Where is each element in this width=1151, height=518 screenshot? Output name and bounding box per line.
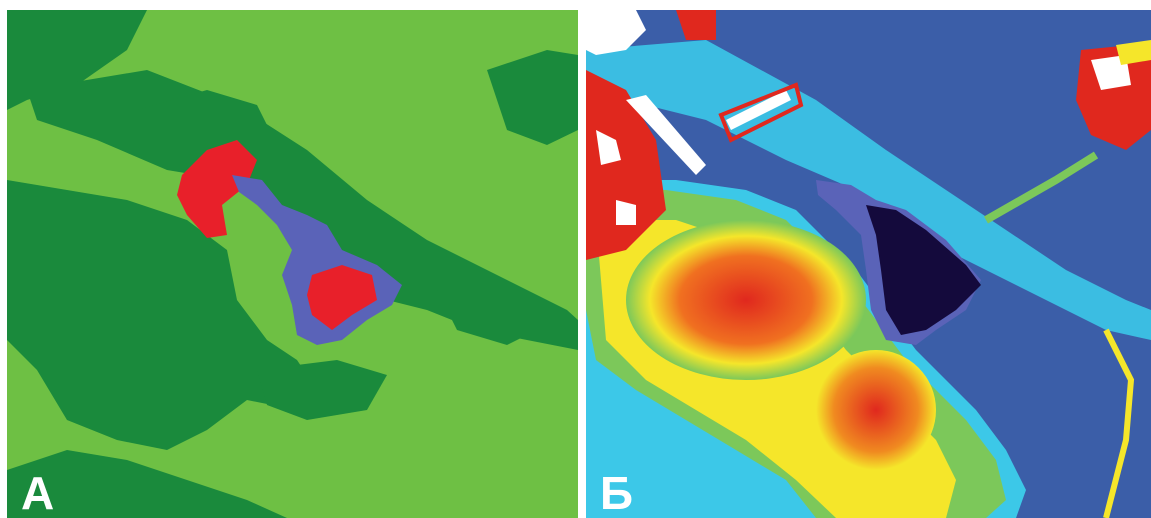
classification-map-image bbox=[7, 10, 578, 518]
panel-label: А bbox=[21, 467, 55, 518]
panel-label: Б bbox=[600, 467, 634, 518]
classification-map-panel: А bbox=[7, 10, 578, 518]
heatmap-image bbox=[586, 10, 1151, 518]
heatmap-panel: Б bbox=[586, 10, 1151, 518]
panel-divider bbox=[578, 10, 586, 518]
